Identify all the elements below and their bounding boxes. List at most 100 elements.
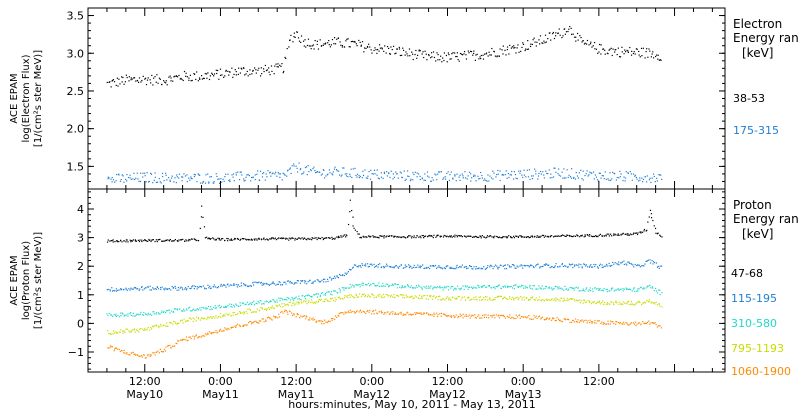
data-point — [359, 175, 361, 178]
data-point — [604, 322, 606, 325]
data-point — [188, 306, 191, 308]
data-point — [615, 323, 617, 326]
data-point — [423, 312, 425, 314]
data-point — [409, 265, 411, 267]
data-point — [217, 331, 219, 333]
data-point — [629, 233, 632, 235]
data-point — [152, 352, 154, 354]
data-point — [439, 59, 441, 61]
data-point — [166, 325, 168, 327]
data-point — [480, 237, 482, 239]
data-point — [218, 315, 220, 318]
data-point — [225, 313, 227, 315]
data-point — [356, 45, 358, 47]
data-point — [393, 236, 395, 238]
data-point — [213, 75, 215, 77]
data-point — [145, 181, 147, 183]
data-point — [553, 37, 556, 40]
data-point — [137, 239, 139, 241]
data-point — [480, 299, 483, 301]
data-point — [285, 298, 287, 301]
data-point — [172, 80, 174, 82]
data-point — [653, 289, 655, 292]
data-point — [342, 274, 344, 276]
data-point — [349, 294, 351, 296]
data-point — [434, 264, 437, 267]
data-point — [516, 47, 518, 49]
data-point — [575, 172, 577, 174]
data-point — [444, 267, 446, 270]
data-point — [115, 332, 118, 334]
data-point — [429, 234, 431, 237]
data-point — [189, 179, 191, 181]
data-point — [557, 288, 559, 290]
data-point — [600, 44, 602, 46]
data-point — [368, 235, 370, 237]
data-point — [598, 320, 600, 322]
data-point — [634, 175, 636, 177]
data-point — [428, 176, 430, 178]
data-point — [447, 52, 450, 54]
data-point — [642, 302, 644, 304]
data-point — [319, 294, 321, 296]
data-point — [470, 286, 473, 288]
data-point — [397, 267, 400, 269]
data-point — [107, 330, 109, 332]
data-point — [542, 171, 544, 173]
data-point — [593, 235, 596, 238]
data-point — [390, 294, 392, 297]
data-point — [602, 175, 604, 177]
data-point — [259, 75, 262, 77]
data-point — [204, 237, 207, 239]
data-point — [430, 265, 432, 267]
data-point — [636, 178, 638, 180]
data-point — [460, 299, 462, 301]
data-point — [435, 174, 437, 176]
data-point — [261, 318, 263, 320]
data-point — [593, 322, 596, 324]
data-point — [602, 48, 605, 50]
data-point — [583, 263, 586, 266]
data-point — [589, 287, 591, 289]
data-point — [432, 179, 434, 181]
data-point — [250, 311, 253, 314]
data-point — [496, 285, 499, 288]
data-point — [245, 285, 247, 287]
data-point — [111, 239, 113, 242]
data-point — [268, 284, 270, 286]
data-point — [520, 264, 522, 266]
data-point — [308, 45, 310, 47]
data-point — [527, 39, 529, 42]
data-point — [170, 347, 172, 349]
data-point — [249, 303, 251, 305]
data-point — [178, 177, 180, 179]
data-point — [244, 74, 246, 76]
data-point — [288, 46, 290, 48]
data-point — [576, 299, 578, 301]
legend-title-line: [keV] — [742, 227, 773, 241]
data-point — [216, 332, 218, 334]
data-point — [147, 77, 149, 79]
data-point — [621, 323, 624, 325]
y-tick-label: 2.0 — [67, 123, 85, 136]
data-point — [344, 311, 346, 313]
data-point — [506, 177, 508, 179]
data-point — [466, 267, 468, 270]
data-point — [640, 287, 642, 289]
data-point — [149, 354, 151, 356]
data-point — [475, 298, 477, 300]
data-point — [179, 320, 182, 322]
data-point — [539, 267, 541, 269]
data-point — [374, 309, 377, 311]
data-point — [389, 53, 391, 55]
data-point — [481, 174, 483, 177]
data-point — [314, 319, 316, 321]
data-point — [306, 283, 308, 285]
data-point — [296, 171, 299, 173]
data-point — [336, 236, 338, 238]
data-point — [408, 48, 411, 50]
data-point — [340, 274, 342, 276]
data-point — [153, 77, 155, 79]
data-point — [448, 53, 450, 56]
